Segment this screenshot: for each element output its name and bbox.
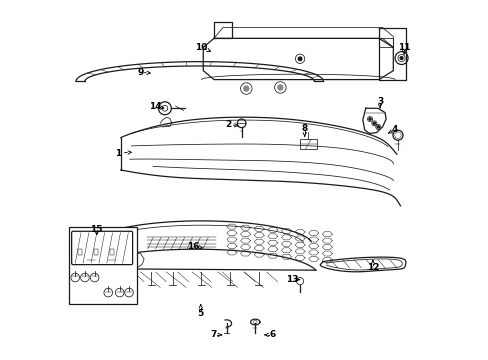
Text: 12: 12 [366, 264, 378, 273]
Text: 16: 16 [187, 242, 200, 251]
Text: 9: 9 [137, 68, 143, 77]
Text: 15: 15 [90, 225, 103, 234]
Bar [299, 139, 316, 149]
Text: 7: 7 [210, 330, 217, 339]
Bar [69, 226, 137, 304]
Bar [78, 249, 82, 255]
Text: 5: 5 [197, 309, 203, 318]
Text: 2: 2 [225, 120, 231, 129]
Text: 10: 10 [194, 43, 206, 52]
Text: 4: 4 [391, 125, 398, 134]
Circle shape [399, 57, 402, 59]
Text: 1: 1 [115, 149, 121, 158]
Bar [93, 249, 98, 255]
Text: 3: 3 [376, 96, 383, 105]
Circle shape [277, 85, 282, 90]
Circle shape [372, 122, 375, 125]
Circle shape [368, 118, 370, 120]
Text: 14: 14 [148, 102, 161, 111]
Circle shape [298, 57, 301, 60]
Text: 11: 11 [397, 43, 409, 52]
Text: 13: 13 [285, 275, 298, 284]
Text: 8: 8 [301, 123, 307, 132]
Circle shape [376, 126, 379, 128]
Circle shape [244, 86, 248, 91]
Text: 6: 6 [269, 330, 275, 339]
Bar [109, 249, 114, 255]
